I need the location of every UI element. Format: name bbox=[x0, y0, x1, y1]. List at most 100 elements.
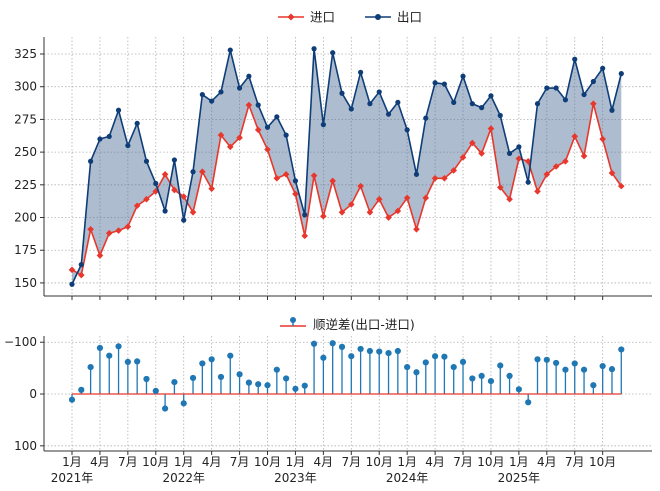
import-point bbox=[534, 188, 541, 195]
bottom-legend: 顺逆差(出口-进口) bbox=[280, 317, 415, 332]
export-point bbox=[479, 105, 485, 111]
top-y-tick-label: 200 bbox=[14, 211, 37, 225]
export-point bbox=[376, 89, 382, 95]
export-point bbox=[358, 69, 364, 75]
x-tick-year-label: 2025年 bbox=[498, 471, 541, 485]
balance-point bbox=[534, 356, 541, 363]
balance-point bbox=[357, 345, 364, 353]
balance-point bbox=[273, 366, 280, 373]
export-point bbox=[562, 97, 569, 103]
balance-point bbox=[348, 353, 355, 360]
import-point bbox=[459, 154, 467, 161]
x-tick-month-label: 10月 bbox=[142, 455, 169, 469]
balance-point bbox=[292, 385, 299, 392]
export-point bbox=[330, 50, 336, 56]
export-point bbox=[311, 46, 317, 52]
balance-point bbox=[487, 377, 495, 385]
balance-point bbox=[245, 379, 252, 386]
export-point bbox=[506, 150, 513, 157]
export-point bbox=[106, 133, 112, 140]
import-point bbox=[571, 133, 579, 140]
export-point bbox=[451, 99, 457, 106]
balance-point bbox=[68, 396, 76, 403]
export-point bbox=[264, 124, 271, 130]
import-point bbox=[68, 266, 76, 274]
export-point bbox=[367, 101, 373, 107]
import-point bbox=[394, 207, 402, 215]
balance-point bbox=[497, 362, 504, 369]
export-point bbox=[227, 47, 233, 53]
balance-point bbox=[608, 366, 616, 373]
top-y-tick-label: 250 bbox=[14, 145, 37, 159]
import-point bbox=[441, 174, 448, 182]
import-point bbox=[96, 252, 104, 259]
balance-point bbox=[385, 349, 392, 357]
import-point bbox=[217, 131, 225, 139]
export-point bbox=[423, 115, 429, 121]
top-series-group bbox=[68, 46, 625, 287]
import-point bbox=[87, 225, 94, 233]
export-point bbox=[134, 120, 140, 126]
balance-point bbox=[134, 358, 141, 365]
balance-point bbox=[199, 360, 206, 367]
export-point bbox=[88, 158, 94, 164]
import-point bbox=[413, 225, 420, 233]
export-point bbox=[181, 217, 187, 223]
export-point bbox=[600, 65, 606, 71]
balance-point bbox=[106, 352, 113, 359]
legend-item-export: 出口 bbox=[365, 10, 422, 25]
x-tick-year-label: 2024年 bbox=[386, 471, 429, 485]
export-point bbox=[283, 132, 289, 138]
x-tick-month-label: 7月 bbox=[453, 455, 473, 469]
balance-point bbox=[525, 399, 532, 406]
export-point bbox=[302, 212, 308, 218]
import-point bbox=[292, 190, 299, 198]
x-axis-labels: 1月 4月 7月 10月 1月 4月 7月 10月 1月 4月 7月 10月 1月 4月 7月 10月 1月 4月… bbox=[51, 455, 617, 485]
balance-point bbox=[366, 347, 374, 355]
top-y-tick-label: 150 bbox=[14, 276, 37, 290]
import-point bbox=[143, 195, 150, 203]
balance-point bbox=[227, 352, 234, 359]
export-point bbox=[460, 73, 466, 79]
balance-point bbox=[217, 373, 225, 381]
import-point bbox=[320, 212, 327, 220]
export-point bbox=[544, 85, 550, 91]
balance-point bbox=[431, 353, 439, 360]
top-axes: 150 175 200 225 250 275 300 325 bbox=[14, 37, 652, 300]
import-point bbox=[273, 174, 281, 182]
bottom-series-group bbox=[68, 340, 625, 412]
import-point bbox=[450, 167, 458, 174]
balance-point bbox=[515, 386, 522, 393]
top-y-tick-label: 225 bbox=[14, 178, 37, 192]
import-point bbox=[264, 146, 271, 153]
trade-balance-chart: 100 0 −100 顺逆差(出口-进口) bbox=[4, 317, 652, 455]
import-point bbox=[348, 201, 355, 208]
balance-point bbox=[543, 356, 550, 363]
import-point bbox=[617, 182, 625, 190]
legend-import-marker bbox=[287, 13, 295, 21]
legend-import-label: 进口 bbox=[310, 10, 335, 25]
export-point bbox=[209, 98, 215, 104]
bottom-y-tick-label: 100 bbox=[14, 439, 37, 453]
x-tick-month-label: 7月 bbox=[565, 455, 585, 469]
balance-point bbox=[171, 379, 178, 386]
export-point bbox=[432, 80, 438, 86]
balance-point bbox=[320, 354, 327, 361]
balance-point bbox=[152, 387, 159, 395]
x-tick-year-label: 2022年 bbox=[162, 471, 205, 485]
balance-point bbox=[264, 382, 271, 389]
import-point bbox=[562, 157, 569, 165]
import-point bbox=[506, 195, 513, 203]
top-legend: 进口 出口 bbox=[278, 10, 422, 25]
import-point bbox=[301, 232, 309, 240]
import-point bbox=[78, 271, 85, 279]
export-point bbox=[218, 89, 224, 95]
import-point bbox=[590, 100, 597, 108]
import-point bbox=[422, 194, 430, 202]
balance-point bbox=[562, 366, 569, 373]
export-point bbox=[255, 102, 261, 108]
legend-export-label: 出口 bbox=[397, 10, 422, 25]
export-point bbox=[69, 281, 75, 287]
